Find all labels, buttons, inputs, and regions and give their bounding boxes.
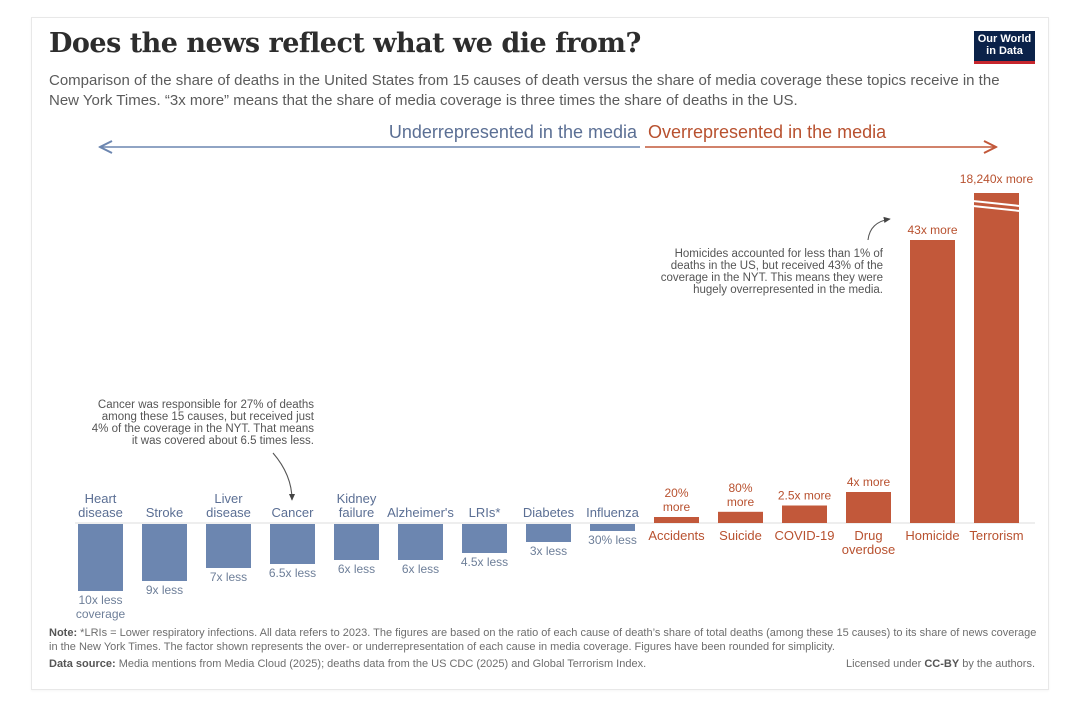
category-label-cancer: Cancer [272, 505, 315, 520]
category-label-influenza: Influenza [586, 505, 640, 520]
category-label-heart-disease: disease [78, 505, 123, 520]
value-label-cancer: 6.5x less [269, 566, 316, 580]
category-label-terrorism: Terrorism [969, 528, 1023, 543]
category-label-diabetes: Diabetes [523, 505, 575, 520]
license-link[interactable]: CC-BY [924, 658, 960, 670]
category-label-liver-disease: disease [206, 505, 251, 520]
category-label-accidents: Accidents [648, 528, 705, 543]
data-source: Data source: Media mentions from Media C… [49, 658, 646, 670]
bar-liver-disease[interactable] [206, 524, 251, 568]
chart-title: Does the news reflect what we die from? [49, 28, 641, 59]
homicide-annotation-line: coverage in the NYT. This means they wer… [661, 272, 883, 284]
logo-line-2: in Data [986, 45, 1023, 57]
value-label-accidents: 20% [664, 486, 688, 500]
logo-line-1: Our World [977, 33, 1032, 45]
homicide-annotation-arrow [867, 216, 891, 241]
category-label-covid-19: COVID-19 [775, 528, 835, 543]
category-label-drug-overdose: overdose [842, 542, 895, 557]
value-label-homicide: 43x more [907, 223, 957, 237]
cancer-annotation-arrow [272, 452, 296, 501]
bar-lris[interactable] [462, 524, 507, 553]
cancer-annotation-line: Cancer was responsible for 27% of deaths [98, 399, 314, 411]
owid-logo[interactable]: Our World in Data [974, 31, 1035, 64]
category-label-stroke: Stroke [146, 505, 184, 520]
cancer-annotation-line: it was covered about 6.5 times less. [132, 435, 314, 447]
source-label: Data source: [49, 658, 116, 670]
chart-card [31, 17, 1049, 690]
bar-heart-disease[interactable] [78, 524, 123, 591]
category-label-kidney-failure: failure [339, 505, 374, 520]
value-label-suicide: more [727, 495, 755, 509]
homicide-annotation: Homicides accounted for less than 1% ofd… [661, 248, 884, 296]
note-text: *LRIs = Lower respiratory infections. Al… [49, 627, 1037, 653]
value-label-drug-overdose: 4x more [847, 475, 891, 489]
bar-terrorism[interactable] [974, 193, 1019, 523]
bar-alzheimer-s[interactable] [398, 524, 443, 560]
homicide-annotation-line: deaths in the US, but received 43% of th… [671, 260, 883, 272]
axis-break-line [972, 205, 1021, 212]
category-label-liver-disease: Liver [214, 491, 243, 506]
value-label-liver-disease: 7x less [210, 570, 247, 584]
bar-covid-19[interactable] [782, 505, 827, 524]
license-suffix: by the authors. [959, 658, 1035, 670]
bar-stroke[interactable] [142, 524, 187, 581]
cancer-annotation-line: 4% of the coverage in the NYT. That mean… [92, 423, 314, 435]
category-label-homicide: Homicide [905, 528, 959, 543]
bar-cancer[interactable] [270, 524, 315, 564]
value-label-covid-19: 2.5x more [778, 489, 832, 503]
bar-accidents[interactable] [654, 517, 699, 523]
category-label-lris: LRIs* [469, 505, 501, 520]
bar-homicide[interactable] [910, 240, 955, 523]
footnote: Note: *LRIs = Lower respiratory infectio… [49, 626, 1039, 654]
license: Licensed under CC-BY by the authors. [846, 658, 1035, 670]
cancer-annotation: Cancer was responsible for 27% of deaths… [92, 399, 315, 447]
category-label-kidney-failure: Kidney [337, 491, 377, 506]
value-label-alzheimer-s: 6x less [402, 562, 439, 576]
value-label-kidney-failure: 6x less [338, 562, 375, 576]
value-label-diabetes: 3x less [530, 544, 567, 558]
cancer-annotation-line: among these 15 causes, but received just [102, 411, 315, 423]
value-label-accidents: more [663, 500, 691, 514]
category-label-suicide: Suicide [719, 528, 762, 543]
value-label-lris: 4.5x less [461, 555, 508, 569]
underrepresented-label: Underrepresented in the media [389, 122, 638, 142]
category-label-heart-disease: Heart [85, 491, 117, 506]
source-text: Media mentions from Media Cloud (2025); … [115, 658, 647, 670]
bar-diabetes[interactable] [526, 524, 571, 542]
homicide-annotation-line: hugely overrepresented in the media. [693, 284, 883, 296]
category-label-drug-overdose: Drug [854, 528, 882, 543]
value-label-terrorism: 18,240x more [960, 172, 1034, 186]
value-label-heart-disease: coverage [76, 607, 126, 621]
bar-kidney-failure[interactable] [334, 524, 379, 560]
bar-influenza[interactable] [590, 524, 635, 531]
bar-drug-overdose[interactable] [846, 492, 891, 523]
value-label-stroke: 9x less [146, 583, 183, 597]
note-label: Note: [49, 627, 78, 639]
bar-suicide[interactable] [718, 511, 763, 523]
value-label-heart-disease: 10x less [78, 593, 122, 607]
chart-subtitle: Comparison of the share of deaths in the… [49, 72, 1000, 109]
homicide-annotation-line: Homicides accounted for less than 1% of [675, 248, 884, 260]
overrepresented-label: Overrepresented in the media [648, 122, 887, 142]
category-label-alzheimer-s: Alzheimer's [387, 505, 454, 520]
axis-break-line [972, 200, 1021, 207]
value-label-suicide: 80% [728, 481, 752, 495]
value-label-influenza: 30% less [588, 533, 637, 547]
license-prefix: Licensed under [846, 658, 925, 670]
